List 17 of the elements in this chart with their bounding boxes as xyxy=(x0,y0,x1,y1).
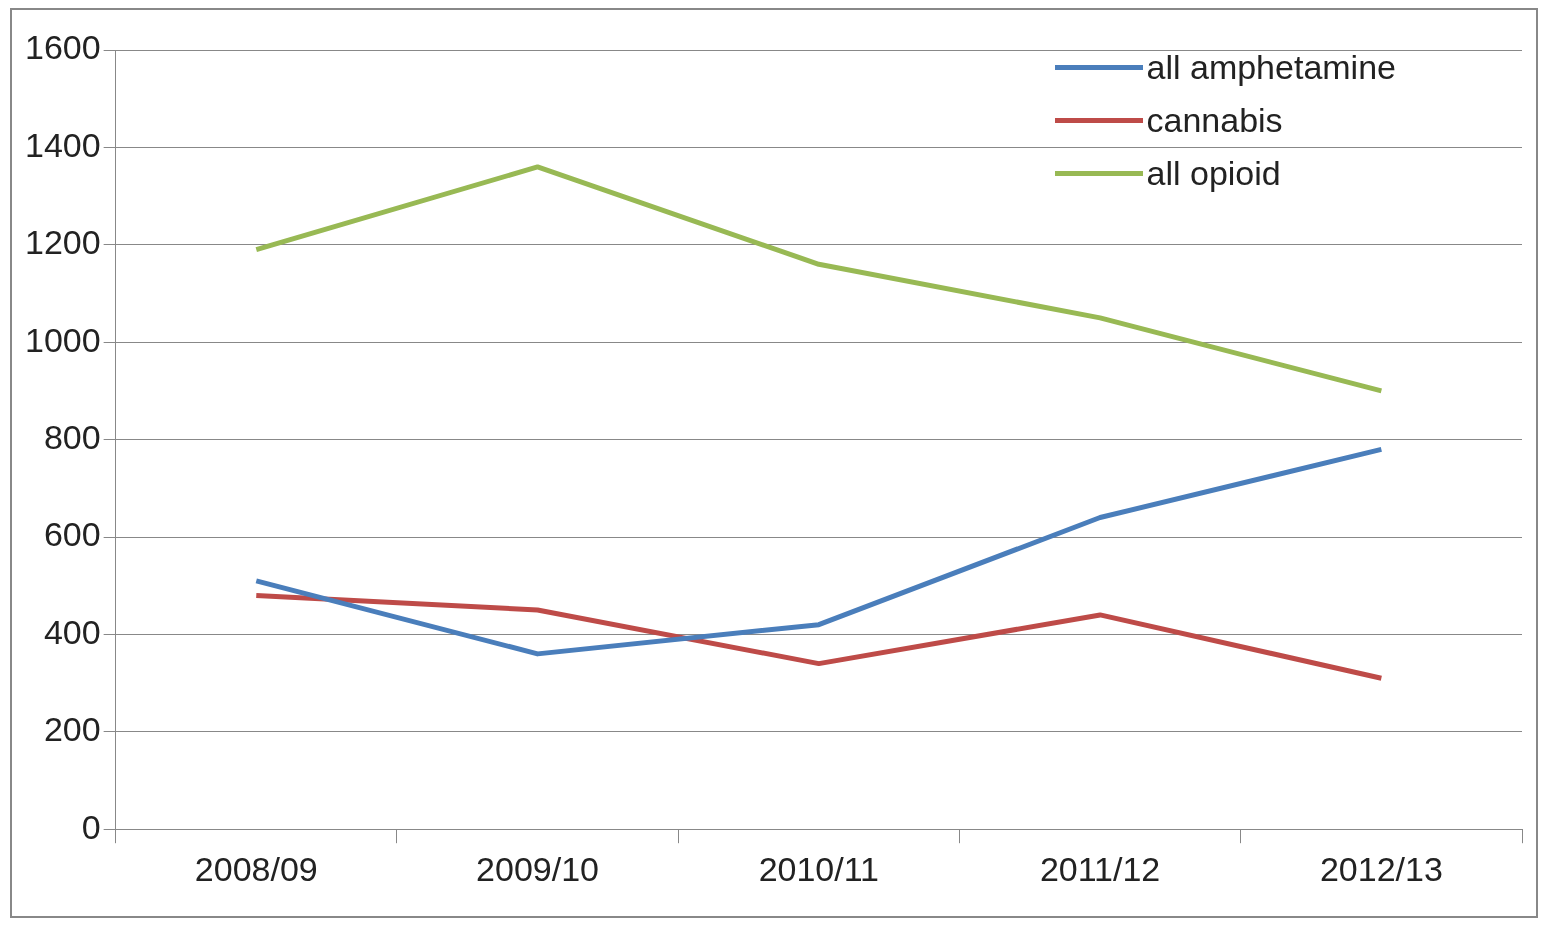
legend-label: all opioid xyxy=(1146,154,1281,193)
x-tick-label: 2008/09 xyxy=(194,849,318,888)
y-tick-label: 1000 xyxy=(25,320,101,359)
y-tick-label: 0 xyxy=(81,807,101,846)
y-tick-label: 1600 xyxy=(25,28,101,67)
x-tick-label: 2009/10 xyxy=(476,849,599,888)
y-tick-label: 200 xyxy=(43,710,101,749)
y-tick-label: 1200 xyxy=(25,223,101,262)
y-tick-label: 800 xyxy=(43,417,101,456)
x-tick-label: 2011/12 xyxy=(1039,849,1161,888)
y-tick-label: 400 xyxy=(43,612,101,651)
y-tick-label: 1400 xyxy=(25,125,101,164)
legend-label: cannabis xyxy=(1146,101,1283,140)
x-tick-label: 2010/11 xyxy=(758,849,880,888)
legend-label: all amphetamine xyxy=(1146,48,1396,87)
y-tick-label: 600 xyxy=(43,515,101,554)
x-tick-label: 2012/13 xyxy=(1319,849,1443,888)
